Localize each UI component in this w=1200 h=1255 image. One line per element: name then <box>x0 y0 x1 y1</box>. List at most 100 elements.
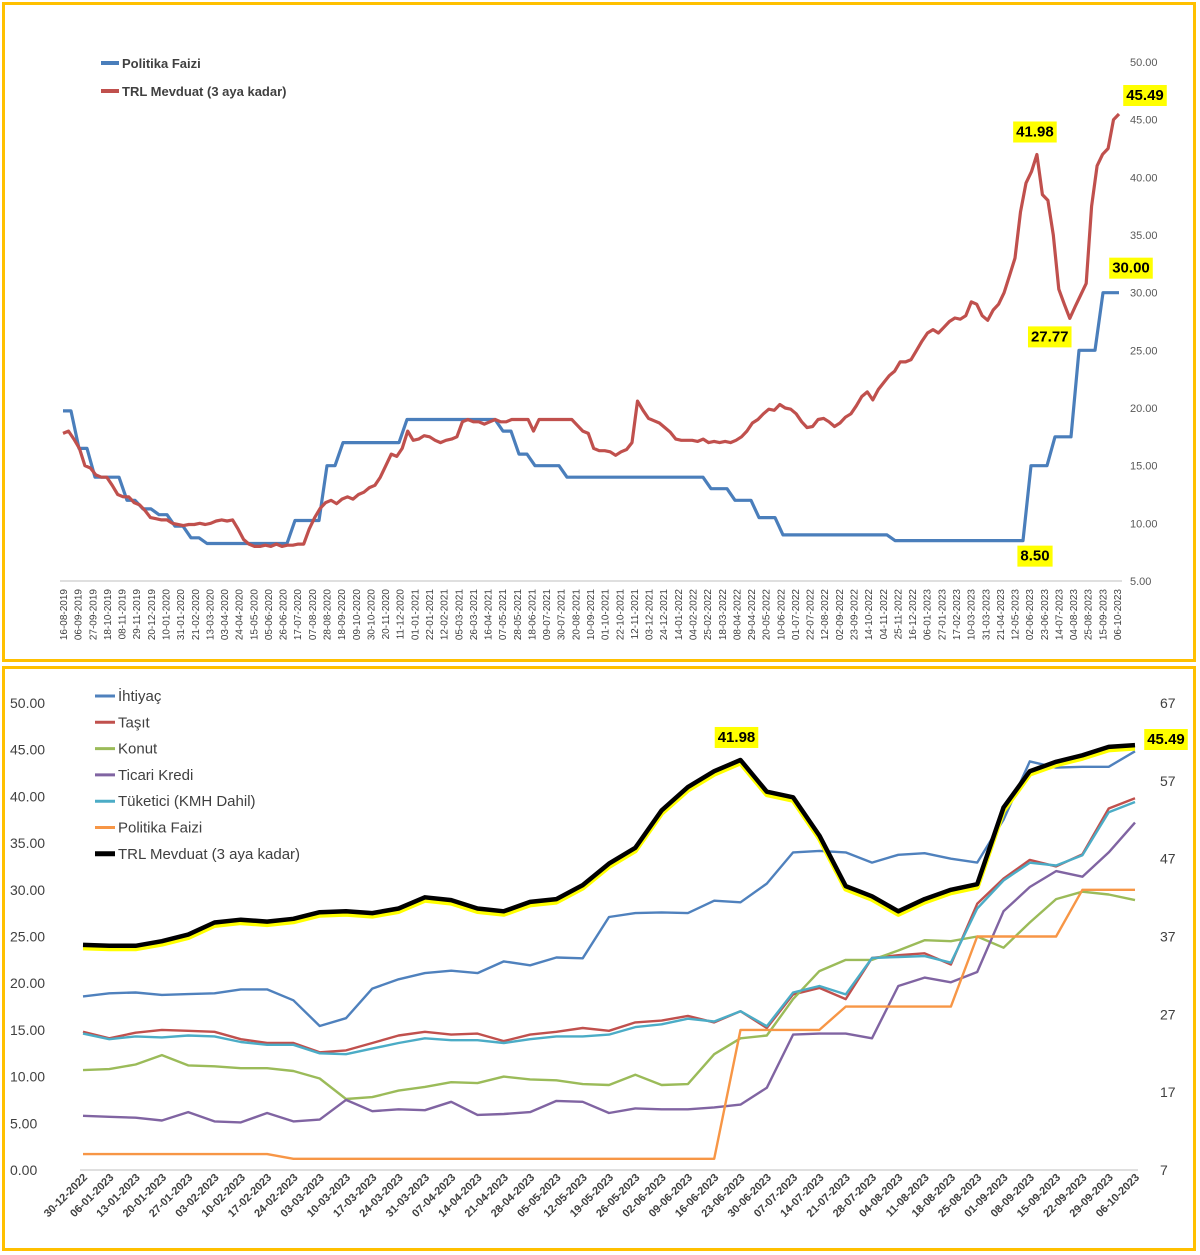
x-tick-label: 05-03-2021 <box>454 589 465 641</box>
x-tick-label: 26-06-2020 <box>279 589 290 641</box>
x-tick-label: 04-08-2023 <box>1069 589 1080 641</box>
x-tick-label: 15-05-2020 <box>249 589 260 641</box>
y-right-tick-label: 57 <box>1160 773 1176 789</box>
annotation-deposit-peak: 41.98 <box>718 729 756 746</box>
x-tick-label: 03-12-2021 <box>645 589 656 641</box>
x-tick-label: 08-04-2022 <box>732 589 743 641</box>
y-left-tick-label: 40.00 <box>10 788 45 804</box>
legend-label-konut: Konut <box>118 741 158 758</box>
x-tick-label: 18-06-2021 <box>527 589 538 641</box>
annotation-deposit-last-bg <box>1123 85 1167 106</box>
series-line-politika-faizi <box>63 291 1119 546</box>
y-right-tick-label: 7 <box>1160 1162 1168 1178</box>
x-tick-label: 18-03-2022 <box>718 589 729 641</box>
y-right-tick-label: 17 <box>1160 1084 1176 1100</box>
x-tick-label: 27-09-2019 <box>88 589 99 641</box>
x-tick-label: 11-12-2020 <box>396 589 407 640</box>
x-tick-label: 09-10-2020 <box>352 589 363 641</box>
x-tick-label: 04-02-2022 <box>688 589 699 641</box>
y-tick-label: 15.00 <box>1130 461 1158 473</box>
annotation-deposit-peak-bg <box>714 726 759 748</box>
x-tick-label: 07-05-2021 <box>498 589 509 641</box>
series-line-politika-faizi <box>83 888 1135 1160</box>
x-tick-label: 20-11-2020 <box>381 589 392 640</box>
x-tick-label: 28-05-2021 <box>513 589 524 641</box>
y-tick-label: 20.00 <box>1130 403 1158 415</box>
series-line-ihtiyac <box>82 750 1136 1028</box>
x-tick-label: 18-09-2020 <box>337 589 348 641</box>
x-tick-label: 21-02-2020 <box>191 589 202 641</box>
y-tick-label: 35.00 <box>1130 230 1158 242</box>
x-tick-label: 18-10-2019 <box>103 589 114 641</box>
y-left-tick-label: 35.00 <box>10 835 45 851</box>
x-tick-label: 25-11-2022 <box>893 589 904 640</box>
annotation-policy-last-bg <box>1109 257 1153 279</box>
series-line-trl-mevduat-3-aya-kadar <box>62 112 1121 548</box>
series-line-trl-mevduat-3-aya-kadar <box>82 742 1136 949</box>
x-tick-label: 12-05-2023 <box>1011 589 1022 641</box>
x-tick-label: 06-09-2019 <box>74 589 85 641</box>
x-tick-label: 06-01-2023 <box>923 589 934 641</box>
y-left-tick-label: 25.00 <box>10 929 45 945</box>
x-tick-label: 16-08-2019 <box>59 589 70 641</box>
y-tick-label: 25.00 <box>1130 345 1158 357</box>
x-tick-label: 29-11-2019 <box>132 589 143 640</box>
chart-1-svg: 5.00 10.00 15.00 20.00 25.00 30.00 35.00 40.00 4… <box>59 56 1167 641</box>
annotation-deposit-peak-bg <box>1013 121 1057 143</box>
legend-label-politika-faizi: Politika Faizi <box>118 820 202 837</box>
x-tick-label: 01-10-2021 <box>601 589 612 641</box>
annotation-deposit-peak: 41.98 <box>1016 123 1054 140</box>
x-tick-label: 15-09-2023 <box>1098 589 1109 641</box>
x-tick-label: 09-07-2021 <box>542 589 553 641</box>
x-tick-label: 26-03-2021 <box>469 589 480 641</box>
x-tick-label: 16-04-2021 <box>484 589 495 641</box>
x-tick-label: 12-02-2021 <box>440 589 451 641</box>
series-glow-trl-mevduat-3-aya-kadar <box>82 745 1136 952</box>
series-line-ticari-kredi <box>82 821 1136 1124</box>
y-left-tick-label: 0.00 <box>10 1162 37 1178</box>
x-tick-label: 21-04-2023 <box>996 589 1007 641</box>
legend-label-tuketici-kmh-dahil: Tüketici (KMH Dahil) <box>118 793 256 810</box>
x-tick-label: 07-08-2020 <box>308 589 319 641</box>
y-tick-label: 30.00 <box>1130 288 1158 300</box>
x-tick-label: 10-06-2022 <box>776 589 787 641</box>
x-tick-label: 10-01-2020 <box>161 589 172 641</box>
x-tick-label: 02-06-2023 <box>1025 589 1036 641</box>
annotation-deposit-last: 45.49 <box>1147 731 1185 748</box>
y-tick-label: 5.00 <box>1130 576 1151 588</box>
x-tick-label: 20-12-2019 <box>147 589 158 641</box>
x-tick-label: 12-11-2021 <box>630 589 641 640</box>
annotation-policy-low-bg <box>1017 545 1053 567</box>
y-left-tick-label: 15.00 <box>10 1022 45 1038</box>
annotation-deposit-last-bg <box>1144 729 1188 750</box>
x-tick-label: 17-02-2023 <box>952 589 963 641</box>
x-tick-label: 16-12-2022 <box>908 589 919 641</box>
y-right-tick-label: 67 <box>1160 695 1176 711</box>
legend-label-ihtiyac: İhtiyaç <box>118 687 162 705</box>
x-tick-label: 28-08-2020 <box>323 589 334 641</box>
x-tick-label: 31-01-2020 <box>176 589 187 641</box>
loan-rates-chart-panel: 0.00 5.00 10.00 15.00 20.00 25.00 30.00 35.00 40… <box>2 666 1196 1251</box>
x-tick-label: 08-11-2019 <box>118 589 129 640</box>
legend-label-tasit: Taşıt <box>118 714 151 731</box>
annotation-deposit-trough-bg <box>1027 326 1072 348</box>
x-tick-label: 06-10-2023 <box>1113 589 1124 641</box>
policy-rate-deposit-chart-panel: 5.00 10.00 15.00 20.00 25.00 30.00 35.00 40.00 4… <box>2 2 1196 662</box>
series-line-tasit <box>82 797 1136 1054</box>
series-line-tuketici-kmh-dahil <box>82 800 1136 1056</box>
y-left-tick-label: 10.00 <box>10 1069 45 1085</box>
x-tick-label: 01-07-2022 <box>791 589 802 641</box>
x-tick-label: 04-11-2022 <box>879 589 890 640</box>
y-right-tick-label: 27 <box>1160 1006 1176 1022</box>
y-left-tick-label: 5.00 <box>10 1115 37 1131</box>
y-left-tick-label: 50.00 <box>10 695 45 711</box>
annotation-policy-low: 8.50 <box>1020 548 1049 565</box>
annotation-deposit-last: 45.49 <box>1126 87 1164 104</box>
annotation-deposit-trough: 27.77 <box>1031 328 1069 345</box>
x-tick-label: 22-10-2021 <box>615 589 626 641</box>
x-tick-label: 10-03-2023 <box>967 589 978 641</box>
x-tick-label: 13-03-2020 <box>205 589 216 641</box>
x-tick-label: 10-09-2021 <box>586 589 597 641</box>
x-tick-label: 22-07-2022 <box>806 589 817 641</box>
y-tick-label: 45.00 <box>1130 115 1158 127</box>
